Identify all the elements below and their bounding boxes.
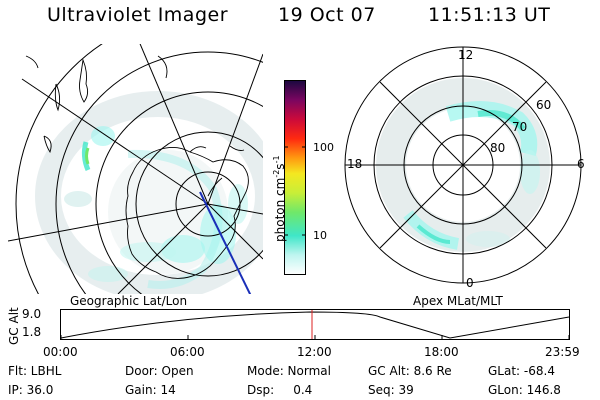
colorbar-unit-s: s: [273, 163, 287, 170]
alt-tick-low: 1.8: [22, 325, 42, 339]
mlat-label-70: 70: [512, 120, 528, 134]
left-emission-oval: [35, 91, 263, 294]
magnetic-polar-plot: [344, 46, 582, 284]
colorbar-tick-10: 10: [313, 229, 327, 242]
alt-tick-high: 9.0: [22, 307, 42, 321]
colorbar: [284, 80, 306, 275]
info-mode: Mode: Normal: [247, 364, 331, 378]
altitude-curve: [60, 311, 570, 339]
mlat-label-80: 80: [490, 141, 506, 155]
colorbar-unit-label: photon cm-2s-1: [272, 155, 287, 242]
colorbar-unit-text: photon cm: [273, 177, 287, 242]
info-ip: IP: 36.0: [8, 383, 54, 397]
date-label: 19 Oct 07: [278, 4, 376, 26]
altitude-plot: [60, 309, 570, 340]
geographic-map: [8, 44, 263, 294]
gc-alt-axis-title: GC Alt: [7, 307, 21, 345]
mlt-label-12: 12: [458, 48, 474, 62]
mlt-label-18: 18: [347, 157, 363, 171]
info-glat: GLat: -68.4: [488, 364, 555, 378]
mlt-lines: [345, 47, 581, 283]
alt-x-tick-0000: 00:00: [43, 345, 78, 359]
colorbar-tick-100: 100: [313, 141, 334, 154]
longitude-lines: [8, 44, 263, 294]
mlt-label-6: 6: [577, 157, 585, 171]
info-gc-alt: GC Alt: 8.6 Re: [368, 364, 452, 378]
instrument-title: Ultraviolet Imager: [47, 4, 229, 26]
apex-caption: Apex MLat/MLT: [413, 294, 503, 308]
alt-x-tick-0600: 06:00: [170, 345, 205, 359]
geographic-caption: Geographic Lat/Lon: [70, 294, 188, 308]
time-label: 11:51:13 UT: [428, 4, 551, 26]
alt-x-tick-1200: 12:00: [297, 345, 332, 359]
info-door: Door: Open: [125, 364, 194, 378]
mlt-label-0: 0: [466, 276, 474, 290]
alt-x-tick-2359: 23:59: [545, 345, 580, 359]
mlat-label-60: 60: [536, 98, 552, 112]
info-glon: GLon: 146.8: [488, 383, 561, 397]
alt-x-ticks: [60, 335, 570, 340]
coastlines: [25, 55, 249, 279]
latitude-circles: [15, 44, 263, 294]
colorbar-unit-sup1: -2: [272, 169, 281, 178]
orbit-track: [199, 191, 252, 294]
info-filter: Flt: LBHL: [8, 364, 62, 378]
colorbar-unit-sup2: -1: [272, 155, 281, 164]
info-gain: Gain: 14: [125, 383, 176, 397]
info-dsp: Dsp: 0.4: [247, 383, 313, 397]
alt-x-tick-1800: 18:00: [424, 345, 459, 359]
info-seq: Seq: 39: [368, 383, 414, 397]
